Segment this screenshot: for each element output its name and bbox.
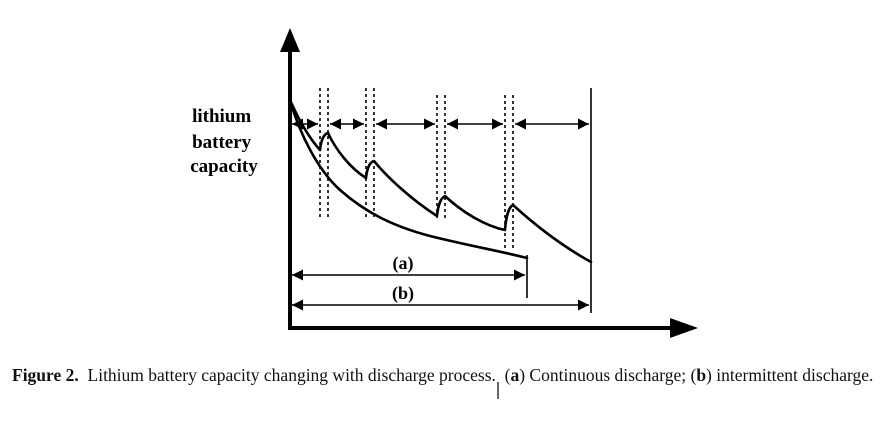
y-label-line-3: capacity — [190, 156, 258, 177]
figure-caption: Figure 2. Lithium battery capacity chang… — [12, 365, 874, 385]
rest-period-markers — [319, 88, 514, 250]
y-axis-arrowhead — [280, 28, 300, 52]
caption-b-text: intermittent discharge. — [716, 365, 874, 385]
curve-b-intermittent — [288, 98, 593, 264]
caption-a-marker: a — [510, 365, 520, 385]
caption-b-marker: b — [696, 365, 707, 385]
x-axis-arrowhead — [670, 318, 698, 338]
label-b: (b) — [392, 283, 414, 304]
axes — [280, 28, 698, 338]
curves — [288, 98, 593, 264]
range-arrows — [292, 269, 589, 311]
y-label-line-1: lithium — [192, 106, 251, 127]
curve-a-continuous — [288, 98, 529, 260]
figure-label: Figure 2. — [12, 365, 79, 385]
y-axis-label: lithium battery capacity — [190, 106, 258, 177]
label-a: (a) — [393, 253, 414, 274]
caption-a-text: Continuous discharge; — [529, 365, 687, 385]
y-label-line-2: battery — [192, 132, 252, 153]
caption-main-text: Lithium battery capacity changing with d… — [87, 365, 496, 385]
